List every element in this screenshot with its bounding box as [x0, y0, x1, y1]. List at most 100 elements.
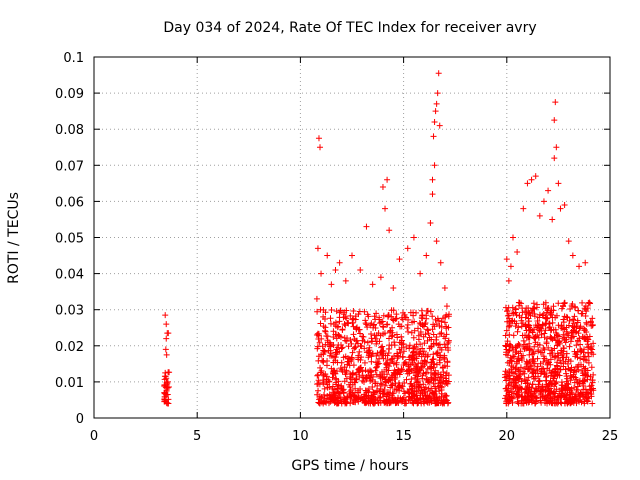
data-point [554, 363, 561, 370]
data-point [433, 321, 440, 328]
data-point [433, 394, 440, 401]
data-point [577, 341, 584, 348]
data-point [405, 328, 412, 335]
data-point [357, 266, 364, 273]
data-point [506, 372, 513, 379]
data-point [525, 374, 532, 381]
data-point [568, 374, 575, 381]
data-point [547, 356, 554, 363]
data-point [390, 285, 397, 292]
data-point [528, 384, 535, 391]
data-point [380, 312, 387, 319]
data-point [570, 316, 577, 323]
y-tick-label: 0.07 [55, 159, 84, 174]
data-point [545, 325, 552, 332]
data-point [540, 311, 547, 318]
data-point [571, 384, 578, 391]
data-point [327, 343, 334, 350]
data-point [546, 367, 553, 374]
data-point [436, 122, 443, 129]
data-point [440, 397, 447, 404]
data-point [443, 331, 450, 338]
data-point [413, 309, 420, 316]
data-point [539, 312, 546, 319]
data-point [531, 313, 538, 320]
data-point [393, 386, 400, 393]
data-point [537, 349, 544, 356]
data-point [416, 381, 423, 388]
data-point [430, 331, 437, 338]
data-point [325, 400, 332, 407]
data-point [584, 305, 591, 312]
data-point [350, 331, 357, 338]
data-point [551, 155, 558, 162]
data-point [163, 391, 170, 398]
data-point [340, 314, 347, 321]
data-point [316, 339, 323, 346]
data-point [522, 332, 529, 339]
data-point [351, 393, 358, 400]
data-point [533, 367, 540, 374]
data-point [565, 322, 572, 329]
data-point [320, 313, 327, 320]
data-point [568, 366, 575, 373]
data-point [320, 323, 327, 330]
data-point [529, 370, 536, 377]
data-point [548, 346, 555, 353]
data-point [349, 252, 355, 259]
data-point [420, 333, 427, 340]
data-point [347, 312, 354, 319]
data-point [398, 323, 405, 330]
data-point [577, 355, 584, 362]
data-point [376, 355, 383, 362]
data-point [557, 205, 564, 212]
data-point [507, 385, 514, 392]
data-point [573, 342, 580, 349]
data-point [373, 352, 380, 359]
data-point [543, 340, 550, 347]
data-point [530, 348, 537, 355]
data-point [374, 359, 381, 366]
data-point [551, 394, 558, 401]
data-point [563, 396, 570, 403]
data-point [331, 353, 338, 360]
data-point [379, 323, 386, 330]
data-point [429, 176, 436, 183]
data-point [590, 371, 597, 378]
data-point [336, 318, 343, 325]
data-point [547, 311, 554, 318]
data-point [526, 351, 533, 358]
data-point [407, 309, 414, 316]
data-point [318, 270, 325, 277]
data-point [518, 378, 525, 385]
data-point [405, 389, 412, 396]
data-point [524, 366, 531, 373]
data-point [577, 361, 584, 368]
data-point [385, 376, 392, 383]
data-point [503, 377, 510, 384]
data-point [363, 321, 370, 328]
data-point [377, 385, 384, 392]
data-point [559, 335, 566, 342]
x-axis-label: GPS time / hours [291, 458, 408, 474]
data-point [410, 234, 417, 241]
data-point [535, 373, 542, 380]
data-point [503, 346, 510, 353]
data-point [502, 304, 509, 311]
data-point [315, 387, 322, 394]
data-point [430, 364, 437, 371]
data-point [406, 342, 413, 349]
data-point [388, 333, 395, 340]
data-point [506, 391, 513, 398]
data-point [517, 348, 524, 355]
data-point [372, 378, 379, 385]
data-point [359, 377, 366, 384]
data-point [163, 399, 170, 406]
data-point [587, 300, 594, 307]
data-point [584, 373, 591, 380]
data-point [355, 356, 362, 363]
data-point [574, 383, 581, 390]
data-point [549, 319, 556, 326]
data-point [410, 365, 417, 372]
data-point [563, 350, 570, 357]
